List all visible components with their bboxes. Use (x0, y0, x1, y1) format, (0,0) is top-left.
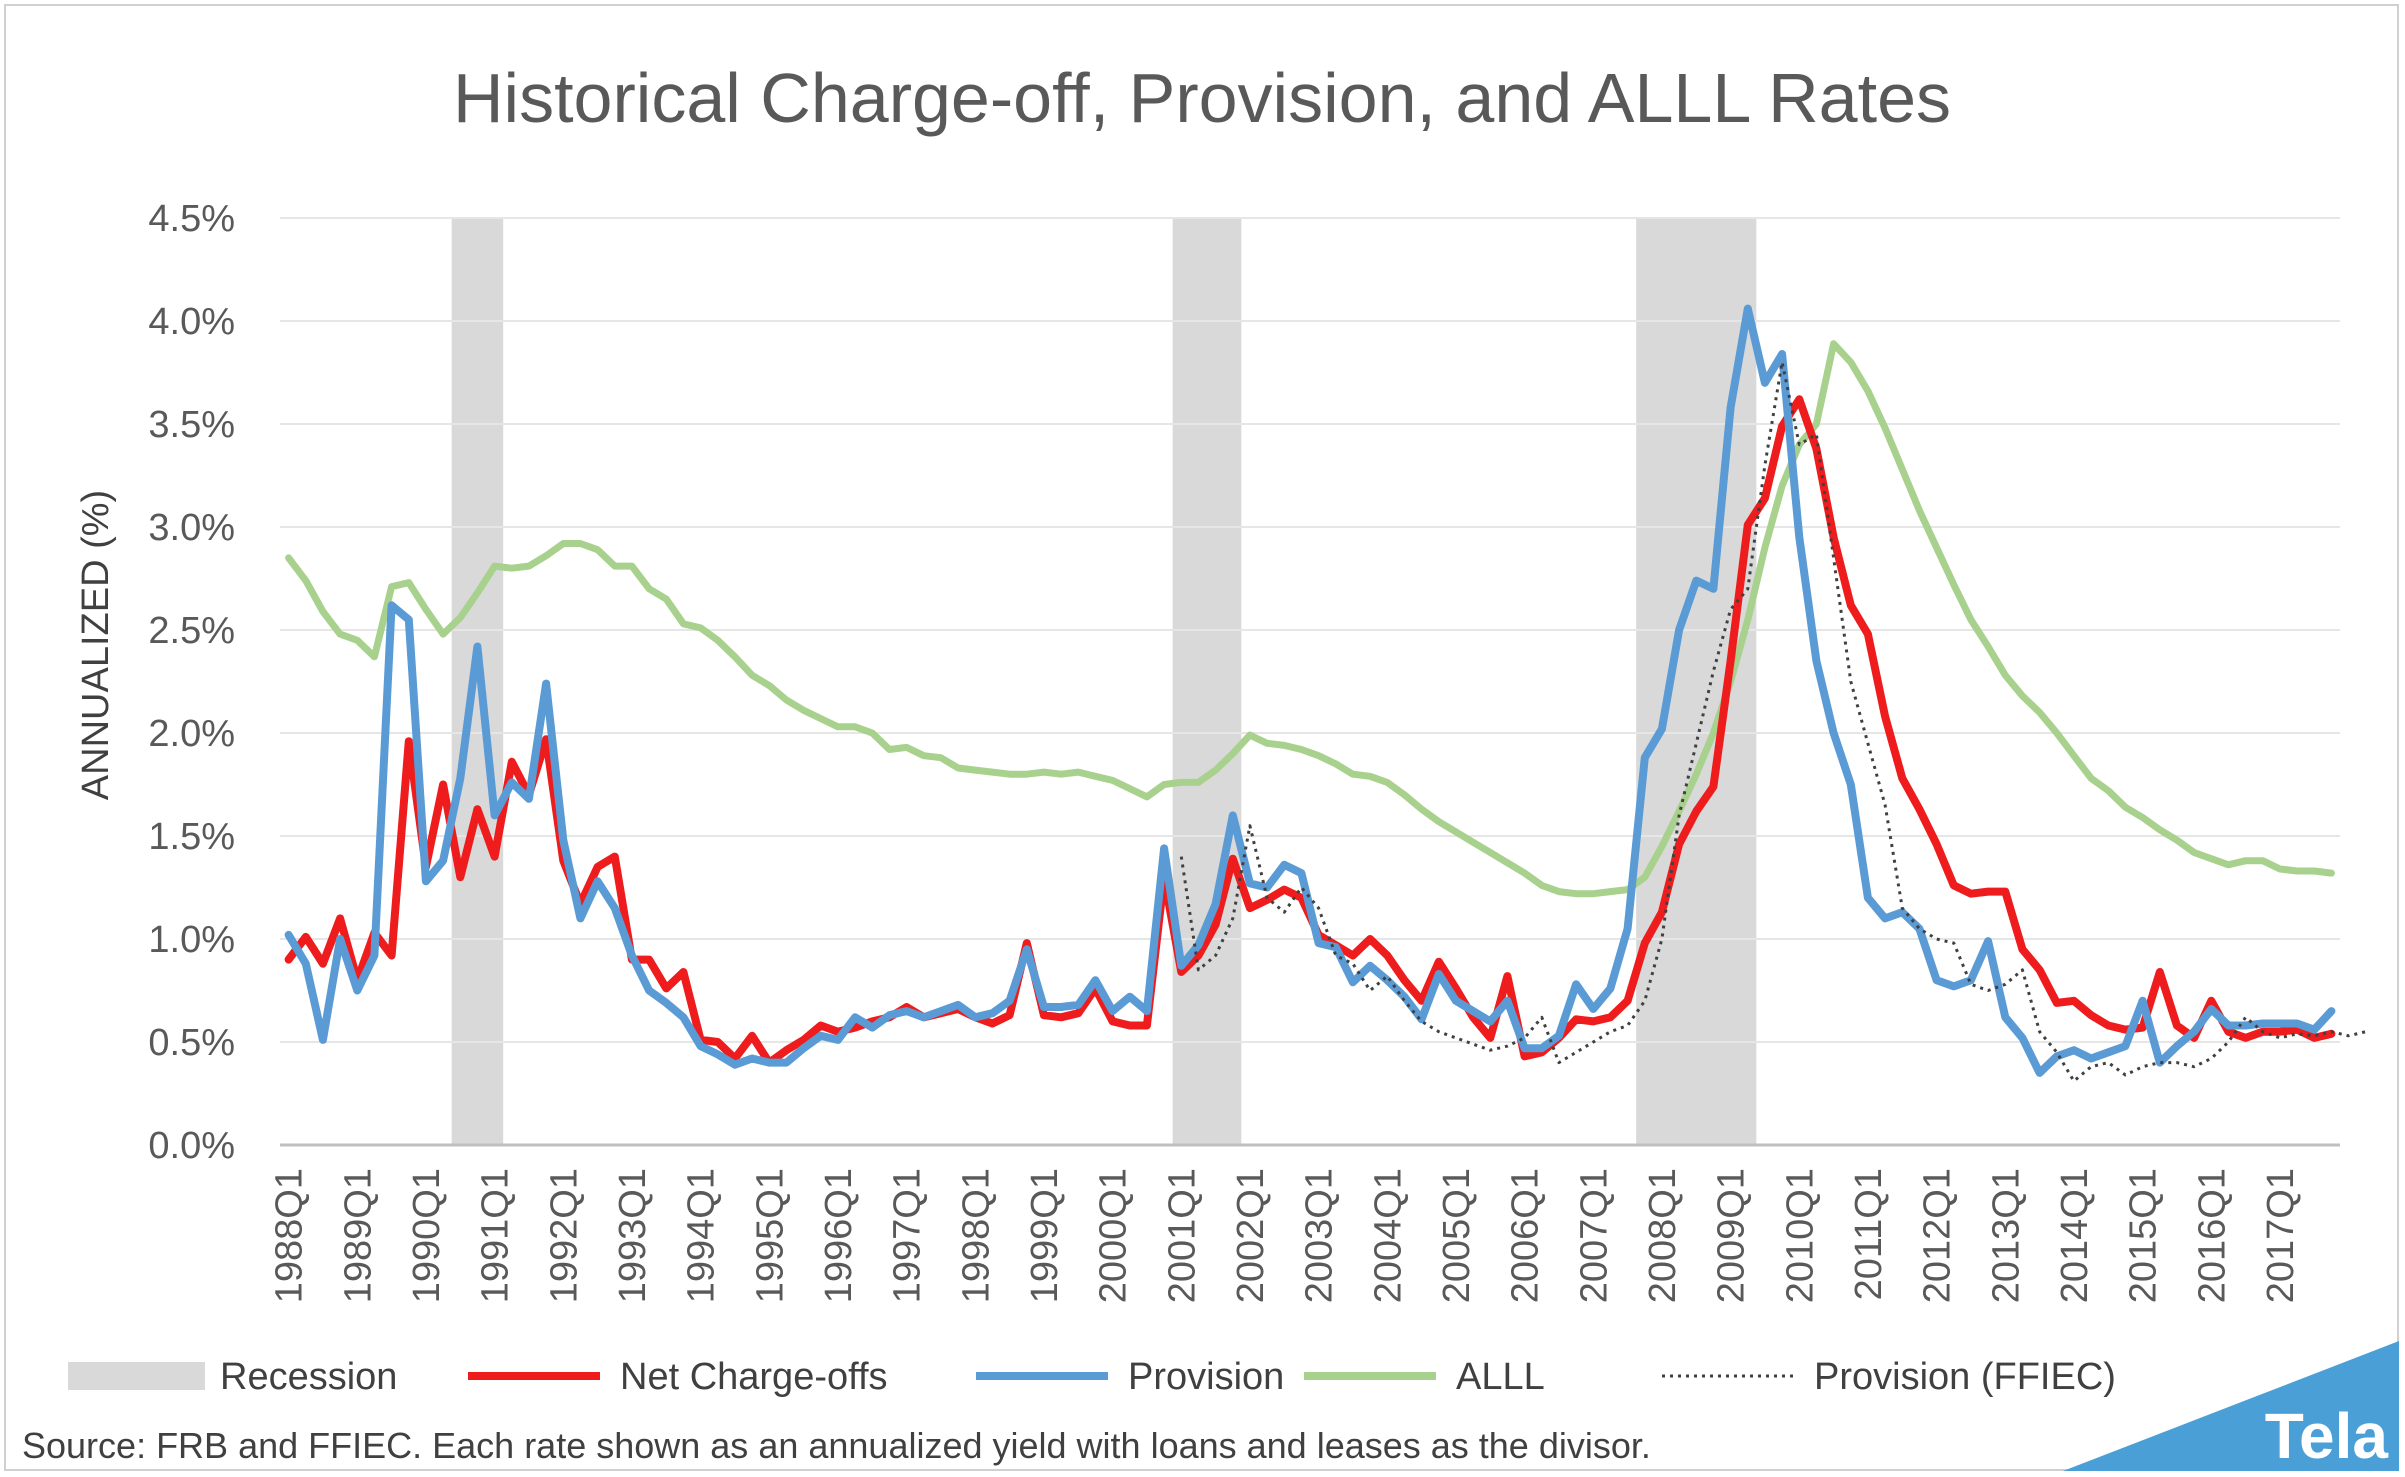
legend: Recession Net Charge-offs Provision ALLL Pro… (68, 1356, 2116, 1398)
x-tick-label: 2008Q1 (1642, 1168, 1684, 1303)
series-line-alll (285, 340, 2335, 898)
chart-title: Historical Charge-off, Provision, and AL… (453, 59, 1951, 137)
legend-label-provision-ffiec: Provision (FFIEC) (1814, 1356, 2116, 1398)
x-tick-label: 1997Q1 (887, 1168, 929, 1303)
y-tick-label: 0.0% (148, 1125, 235, 1167)
series-line-provision-ffiec (1179, 360, 2367, 1083)
x-tick-label: 2012Q1 (1917, 1168, 1959, 1303)
gridlines (280, 217, 2340, 1043)
x-tick-label: 1995Q1 (749, 1168, 791, 1303)
x-tick-label: 1990Q1 (406, 1168, 448, 1303)
x-tick-label: 2004Q1 (1367, 1168, 1409, 1303)
x-tick-label: 1998Q1 (955, 1168, 997, 1303)
x-tick-label: 2006Q1 (1505, 1168, 1547, 1303)
legend-swatch-recession (68, 1362, 205, 1390)
x-tick-label: 2003Q1 (1299, 1168, 1341, 1303)
x-tick-label: 2000Q1 (1093, 1168, 1135, 1303)
brand-logo-text: Tela (2265, 1400, 2389, 1472)
x-tick-label: 1988Q1 (269, 1168, 311, 1303)
x-tick-label: 2017Q1 (2260, 1168, 2302, 1303)
y-tick-label: 2.0% (148, 713, 235, 755)
x-tick-label: 2005Q1 (1436, 1168, 1478, 1303)
x-tick-label: 2014Q1 (2054, 1168, 2096, 1303)
y-tick-label: 4.0% (148, 301, 235, 343)
y-tick-label: 0.5% (148, 1022, 235, 1064)
y-tick-label: 4.5% (148, 198, 235, 240)
series-lines (284, 304, 2367, 1083)
y-tick-label: 3.5% (148, 404, 235, 446)
x-tick-label: 2016Q1 (2191, 1168, 2233, 1303)
y-tick-label: 2.5% (148, 610, 235, 652)
recession-band (1172, 218, 1242, 1145)
brand-logo-shape (2063, 1341, 2399, 1471)
source-note: Source: FRB and FFIEC. Each rate shown a… (22, 1425, 1651, 1466)
x-tick-label: 2010Q1 (1779, 1168, 1821, 1303)
x-tick-label: 1996Q1 (818, 1168, 860, 1303)
series-line-net-charge-offs (284, 395, 2336, 1067)
x-tick-label: 1989Q1 (337, 1168, 379, 1303)
x-tick-label: 2009Q1 (1711, 1168, 1753, 1303)
x-tick-label: 2013Q1 (1985, 1168, 2027, 1303)
x-tick-label: 2002Q1 (1230, 1168, 1272, 1303)
x-tick-label: 1992Q1 (543, 1168, 585, 1303)
series-line-provision (284, 304, 2336, 1077)
x-tick-label: 2015Q1 (2123, 1168, 2165, 1303)
y-tick-label: 1.5% (148, 816, 235, 858)
x-tick-label: 1993Q1 (612, 1168, 654, 1303)
legend-label-net-charge-offs: Net Charge-offs (620, 1356, 888, 1398)
y-tick-label: 1.0% (148, 919, 235, 961)
x-tick-label: 2007Q1 (1573, 1168, 1615, 1303)
x-axis-ticks: 1988Q1 1989Q1 1990Q1 1991Q1 1992Q1 1993Q1 1994… (269, 1168, 2302, 1303)
y-tick-label: 3.0% (148, 507, 235, 549)
y-axis-ticks: 0.0% 0.5% 1.0% 1.5% 2.0% 2.5% 3.0% 3.5% 4.0% 4.5% (148, 198, 235, 1167)
x-tick-label: 1999Q1 (1024, 1168, 1066, 1303)
x-tick-label: 2011Q1 (1848, 1168, 1890, 1300)
legend-label-provision: Provision (1128, 1356, 1284, 1398)
x-tick-label: 1991Q1 (475, 1168, 517, 1303)
x-tick-label: 2001Q1 (1161, 1168, 1203, 1303)
x-tick-label: 1994Q1 (681, 1168, 723, 1303)
legend-label-alll: ALLL (1456, 1356, 1545, 1398)
legend-label-recession: Recession (220, 1356, 397, 1398)
y-axis-label: ANNUALIZED (%) (75, 490, 117, 800)
